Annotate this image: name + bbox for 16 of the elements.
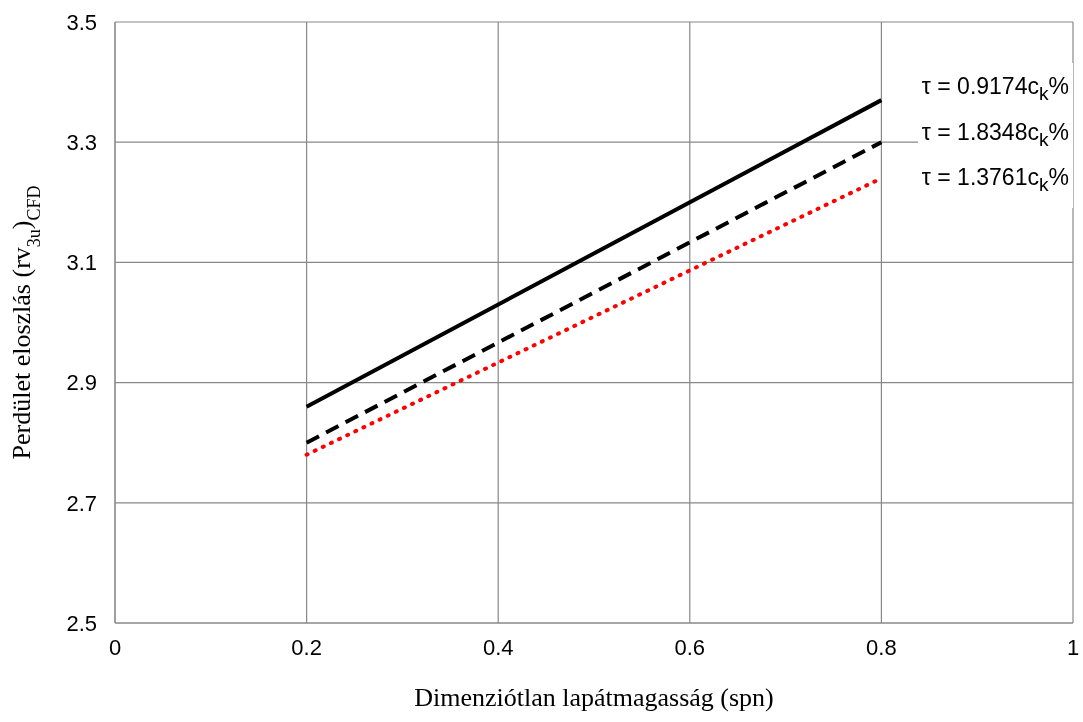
y-tick-label: 3.3 <box>66 130 97 156</box>
series-label: τ = 1.3761c$_{k}$% <box>921 164 1069 195</box>
series-label: τ = 0.9174c$_{k}$% <box>921 73 1069 104</box>
x-tick-label: 0 <box>108 634 122 660</box>
x-tick-label: 0.4 <box>482 634 514 660</box>
series-label: τ = 1.8348c$_{k}$% <box>921 118 1069 150</box>
x-tick-label: 0.6 <box>674 634 706 660</box>
x-tick-label: 0.2 <box>291 634 322 660</box>
x-axis-title: Dimenziótlan lapátmagasság (spn) <box>414 683 774 712</box>
y-tick-label: 2.5 <box>66 610 97 636</box>
y-tick-label: 2.7 <box>66 490 97 516</box>
y-tick-label: 2.9 <box>66 370 97 396</box>
x-tick-label: 1 <box>1066 634 1080 660</box>
y-tick-label: 3.5 <box>66 9 97 35</box>
x-tick-label: 0.8 <box>866 634 897 660</box>
y-tick-label: 3.1 <box>66 250 97 276</box>
